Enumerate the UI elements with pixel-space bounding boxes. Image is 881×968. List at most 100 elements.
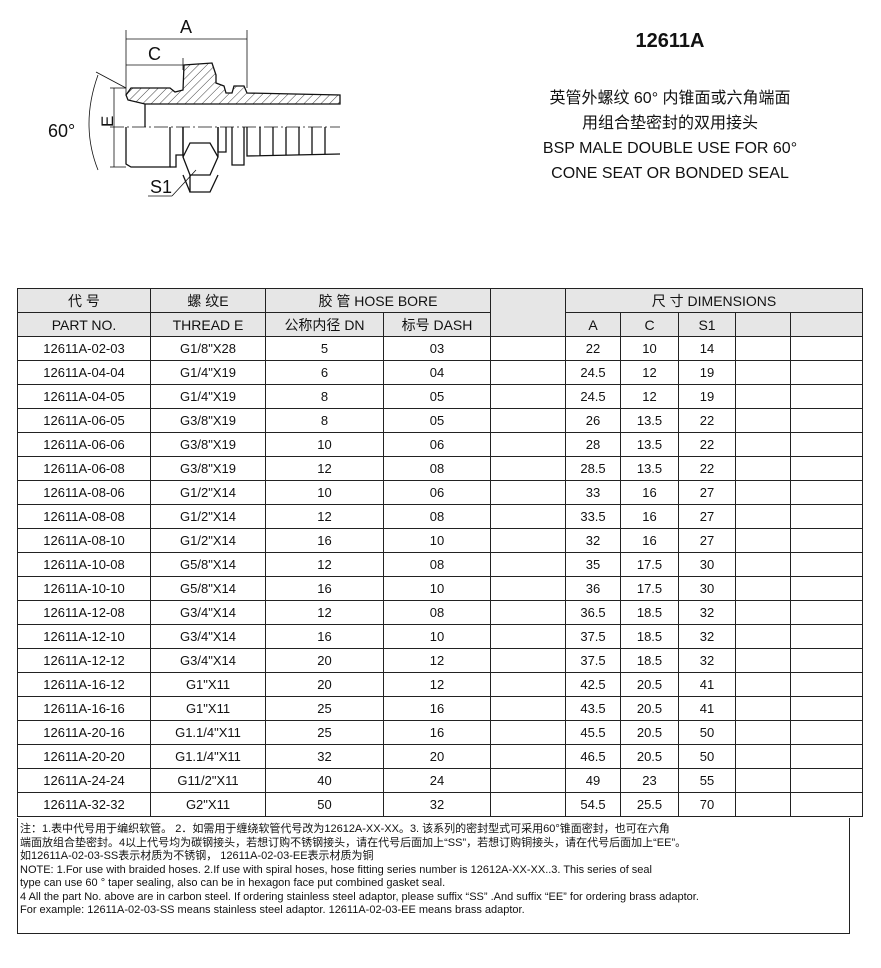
cell-dn: 10 [265,480,384,505]
cell-part-no: 12611A-16-16 [17,696,151,721]
cell-thread: G1.1/4"X11 [150,720,266,745]
table-row: 12611A-16-12 G1"X11 20 12 42.5 20.5 41 [17,672,863,697]
blank-cell [490,504,566,529]
cell-thread: G5/8"X14 [150,552,266,577]
blank-cell [735,456,791,481]
cell-c: 13.5 [620,456,679,481]
cell-dn: 25 [265,696,384,721]
cell-dn: 12 [265,456,384,481]
cell-a: 24.5 [565,384,621,409]
cell-dn: 5 [265,336,384,361]
dim-label-a: A [180,17,192,37]
blank-cell [790,336,863,361]
blank-cell [735,408,791,433]
blank-cell [735,648,791,673]
cell-part-no: 12611A-12-12 [17,648,151,673]
blank-cell [735,768,791,793]
dim-label-c: C [148,44,161,64]
cell-thread: G1/2"X14 [150,504,266,529]
header-c: C [620,312,679,337]
cell-a: 28 [565,432,621,457]
cell-dash: 20 [383,744,491,769]
blank-cell [490,672,566,697]
header-thread-zh: 螺 纹E [150,288,266,313]
blank-cell [490,480,566,505]
cell-thread: G2"X11 [150,792,266,817]
cell-thread: G3/8"X19 [150,432,266,457]
blank-cell [790,360,863,385]
specification-table: 代 号 螺 纹E 胶 管 HOSE BORE 尺 寸 DIMENSIONS PA… [17,288,863,817]
cell-dash: 08 [383,600,491,625]
header-dash: 标号 DASH [383,312,491,337]
cell-c: 13.5 [620,432,679,457]
cell-dash: 08 [383,504,491,529]
cell-part-no: 12611A-24-24 [17,768,151,793]
desc-en-line2: CONE SEAT OR BONDED SEAL [551,165,789,182]
blank-cell [490,768,566,793]
blank-cell [490,528,566,553]
blank-cell [790,456,863,481]
blank-cell [490,720,566,745]
cell-dash: 03 [383,336,491,361]
cell-thread: G3/4"X14 [150,624,266,649]
cell-dn: 8 [265,384,384,409]
cell-part-no: 12611A-06-05 [17,408,151,433]
cell-a: 22 [565,336,621,361]
cell-dn: 10 [265,432,384,457]
cell-dash: 16 [383,720,491,745]
table-row: 12611A-10-08 G5/8"X14 12 08 35 17.5 30 [17,552,863,577]
cell-s1: 41 [678,672,736,697]
cell-c: 18.5 [620,648,679,673]
blank-cell [790,600,863,625]
cell-part-no: 12611A-10-10 [17,576,151,601]
blank-cell [735,384,791,409]
desc-en-line1: BSP MALE DOUBLE USE FOR 60° [542,140,798,157]
blank-cell [735,696,791,721]
cell-a: 35 [565,552,621,577]
table-row: 12611A-12-10 G3/4"X14 16 10 37.5 18.5 32 [17,624,863,649]
table-row: 12611A-08-06 G1/2"X14 10 06 33 16 27 [17,480,863,505]
cell-dash: 12 [383,648,491,673]
blank-cell [790,672,863,697]
cell-dash: 32 [383,792,491,817]
blank-cell [735,672,791,697]
blank-cell [490,552,566,577]
cell-a: 42.5 [565,672,621,697]
blank-cell [790,480,863,505]
cell-dash: 16 [383,696,491,721]
blank-cell [490,744,566,769]
header-thread-en: THREAD E [150,312,266,337]
cell-dn: 20 [265,648,384,673]
cell-part-no: 12611A-10-08 [17,552,151,577]
cell-part-no: 12611A-08-08 [17,504,151,529]
cell-thread: G3/8"X19 [150,456,266,481]
blank-cell [790,408,863,433]
cell-a: 24.5 [565,360,621,385]
angle-label: 60° [48,121,75,141]
blank-cell [735,600,791,625]
cell-a: 37.5 [565,624,621,649]
header-blank [490,288,566,337]
table-row: 12611A-10-10 G5/8"X14 16 10 36 17.5 30 [17,576,863,601]
blank-cell [490,432,566,457]
note-line: 4 All the part No. above are in carbon s… [20,890,699,903]
cell-c: 17.5 [620,576,679,601]
cell-dn: 16 [265,576,384,601]
cell-a: 37.5 [565,648,621,673]
blank-cell [735,552,791,577]
blank-cell [790,384,863,409]
header-dimensions: 尺 寸 DIMENSIONS [565,288,863,313]
blank-cell [490,576,566,601]
cell-a: 36 [565,576,621,601]
cell-thread: G1/2"X14 [150,528,266,553]
cell-s1: 22 [678,432,736,457]
blank-cell [735,720,791,745]
note-line: 如12611A-02-03-SS表示材质为不锈钢， 12611A-02-03-E… [20,850,374,862]
blank-cell [490,336,566,361]
cell-c: 23 [620,768,679,793]
note-line: For example: 12611A-02-03-SS means stain… [20,904,525,916]
cell-thread: G1/4"X19 [150,360,266,385]
cell-dn: 40 [265,768,384,793]
blank-cell [735,624,791,649]
cell-part-no: 12611A-06-08 [17,456,151,481]
